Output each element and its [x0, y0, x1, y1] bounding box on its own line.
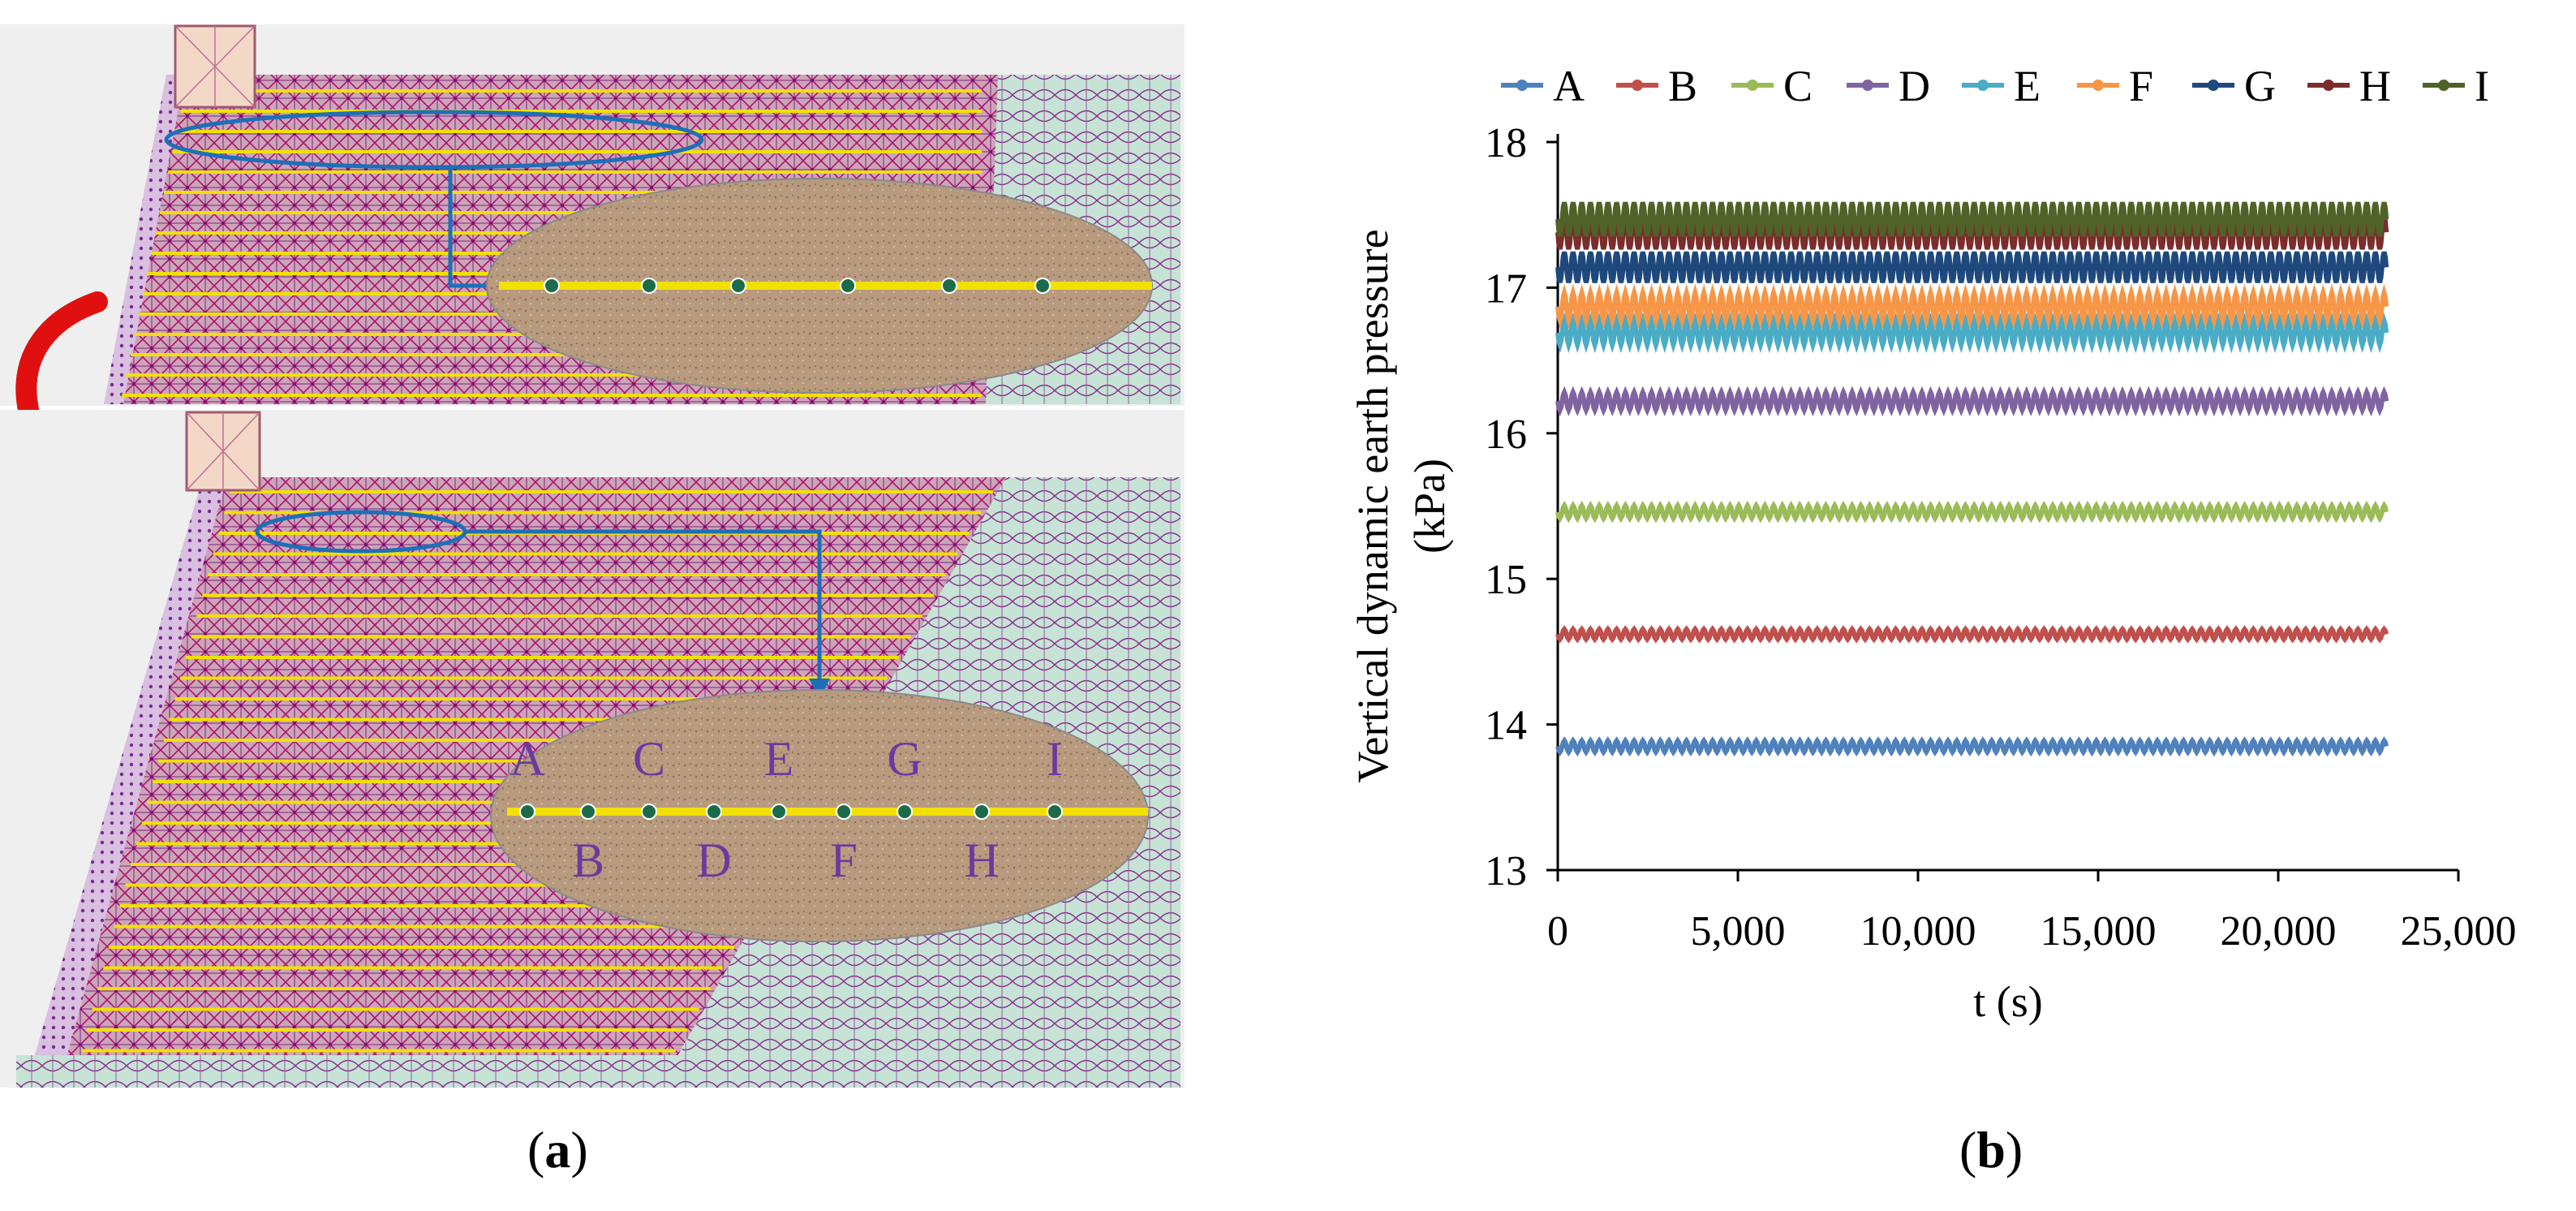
earth-pressure-line-chart: A B C D E F G H I 13 14 15 16 17 18 0 5,000 10,000 15,00… — [1348, 62, 2517, 1026]
top-selection-ellipse — [164, 110, 704, 170]
legend-marker-A — [1516, 80, 1528, 91]
legend-label-I: I — [2475, 62, 2489, 110]
caption-b-open: ( — [1959, 1121, 1977, 1179]
top-model-reinforcement-layers — [122, 89, 982, 397]
bottom-monitoring-point — [836, 804, 852, 820]
caption-a-close: ) — [570, 1121, 588, 1179]
monitoring-point-label-A: A — [510, 732, 544, 786]
series-line-A — [1555, 736, 2389, 757]
top-monitoring-point — [1034, 278, 1051, 294]
legend-label-E: E — [2014, 62, 2041, 110]
panel-b-chart: A B C D E F G H I 13 14 15 16 17 18 0 5,000 10,000 15,00… — [1298, 0, 2576, 1211]
y-axis-label-line1: Vertical dynamic earth pressure — [1348, 229, 1397, 782]
y-tick-label: 15 — [1485, 557, 1527, 603]
x-tick-label: 20,000 — [2221, 908, 2337, 955]
series-line-F — [1555, 283, 2389, 330]
bottom-monitoring-point — [519, 804, 535, 820]
series-line-D — [1555, 386, 2389, 417]
y-tick-label: 16 — [1485, 412, 1527, 458]
bottom-monitoring-point — [580, 804, 596, 820]
x-tick-label: 10,000 — [1860, 908, 1976, 955]
legend-marker-F — [2092, 80, 2104, 91]
legend-marker-E — [1977, 80, 1989, 91]
caption-b-letter: b — [1976, 1121, 2006, 1179]
top-model — [0, 24, 1185, 406]
monitoring-point-label-I: I — [1047, 732, 1063, 786]
top-connector-line — [448, 167, 491, 288]
legend-label-A: A — [1553, 62, 1585, 110]
bottom-model-base — [16, 1055, 1180, 1088]
monitoring-point-label-C: C — [633, 732, 665, 786]
y-tick-label: 13 — [1485, 848, 1527, 894]
monitoring-point-label-E: E — [764, 732, 794, 786]
caption-b-close: ) — [2005, 1121, 2023, 1179]
legend-marker-B — [1632, 80, 1643, 91]
x-tick-labels: 0 5,000 10,000 15,000 20,000 25,000 — [1547, 908, 2517, 955]
monitoring-point-label-B: B — [572, 834, 604, 887]
series-line-C — [1555, 500, 2389, 524]
legend-label-C: C — [1783, 62, 1813, 110]
top-zoom-monitoring-points — [544, 278, 1051, 294]
bottom-model-slope-face — [32, 477, 227, 1063]
legend-marker-D — [1862, 80, 1873, 91]
series-line-G — [1555, 251, 2389, 283]
x-tick-label: 15,000 — [2041, 908, 2157, 955]
x-tick-label: 0 — [1547, 908, 1568, 955]
top-monitoring-point — [941, 278, 957, 294]
legend-label-D: D — [1899, 62, 1930, 110]
x-tick-label: 25,000 — [2401, 908, 2517, 955]
legend-label-G: G — [2244, 62, 2276, 110]
y-tick-label: 18 — [1485, 120, 1527, 166]
bottom-monitoring-point — [974, 804, 990, 820]
monitoring-point-label-H: H — [964, 834, 999, 887]
caption-a-letter: a — [544, 1121, 571, 1179]
legend-marker-I — [2438, 80, 2449, 91]
series-line-I — [1555, 201, 2389, 237]
top-monitoring-point — [730, 278, 746, 294]
legend-label-F: F — [2129, 62, 2153, 110]
chart-series — [1555, 201, 2389, 757]
caption-a: (a) — [527, 1120, 588, 1180]
bottom-monitoring-point — [641, 804, 657, 820]
top-monitoring-point — [840, 278, 856, 294]
bottom-monitoring-point — [771, 804, 787, 820]
y-tick-label: 17 — [1485, 265, 1527, 312]
monitoring-point-label-G: G — [887, 732, 922, 786]
legend-marker-C — [1747, 80, 1758, 91]
bottom-monitoring-point — [1047, 804, 1063, 820]
top-loading-block-mesh — [174, 25, 256, 108]
caption-b: (b) — [1959, 1120, 2023, 1180]
x-axis-label: t (s) — [1973, 977, 2042, 1026]
y-axis-label: Vertical dynamic earth pressure (kPa) — [1348, 229, 1454, 782]
legend-label-B: B — [1668, 62, 1697, 110]
caption-a-open: ( — [527, 1121, 545, 1179]
chart-legend: A B C D E F G H I — [1501, 62, 2489, 110]
y-axis-label-line2: (kPa) — [1405, 459, 1454, 554]
top-monitoring-point — [544, 278, 560, 294]
legend-label-H: H — [2359, 62, 2391, 110]
y-tick-labels: 13 14 15 16 17 18 — [1485, 120, 1527, 894]
top-model-slope-face — [104, 75, 185, 404]
bottom-monitoring-point — [897, 804, 913, 820]
monitoring-point-label-F: F — [830, 834, 857, 887]
bottom-loading-block-mesh — [186, 412, 260, 491]
bottom-monitoring-point — [706, 804, 722, 820]
x-tick-label: 5,000 — [1691, 908, 1786, 955]
bottom-connector-line — [465, 529, 822, 683]
legend-marker-H — [2323, 80, 2334, 91]
y-tick-label: 14 — [1485, 703, 1527, 749]
series-line-B — [1555, 625, 2389, 644]
monitoring-point-label-D: D — [696, 834, 731, 887]
top-monitoring-point — [641, 278, 657, 294]
legend-marker-G — [2208, 80, 2219, 91]
series-line-E — [1555, 312, 2389, 354]
